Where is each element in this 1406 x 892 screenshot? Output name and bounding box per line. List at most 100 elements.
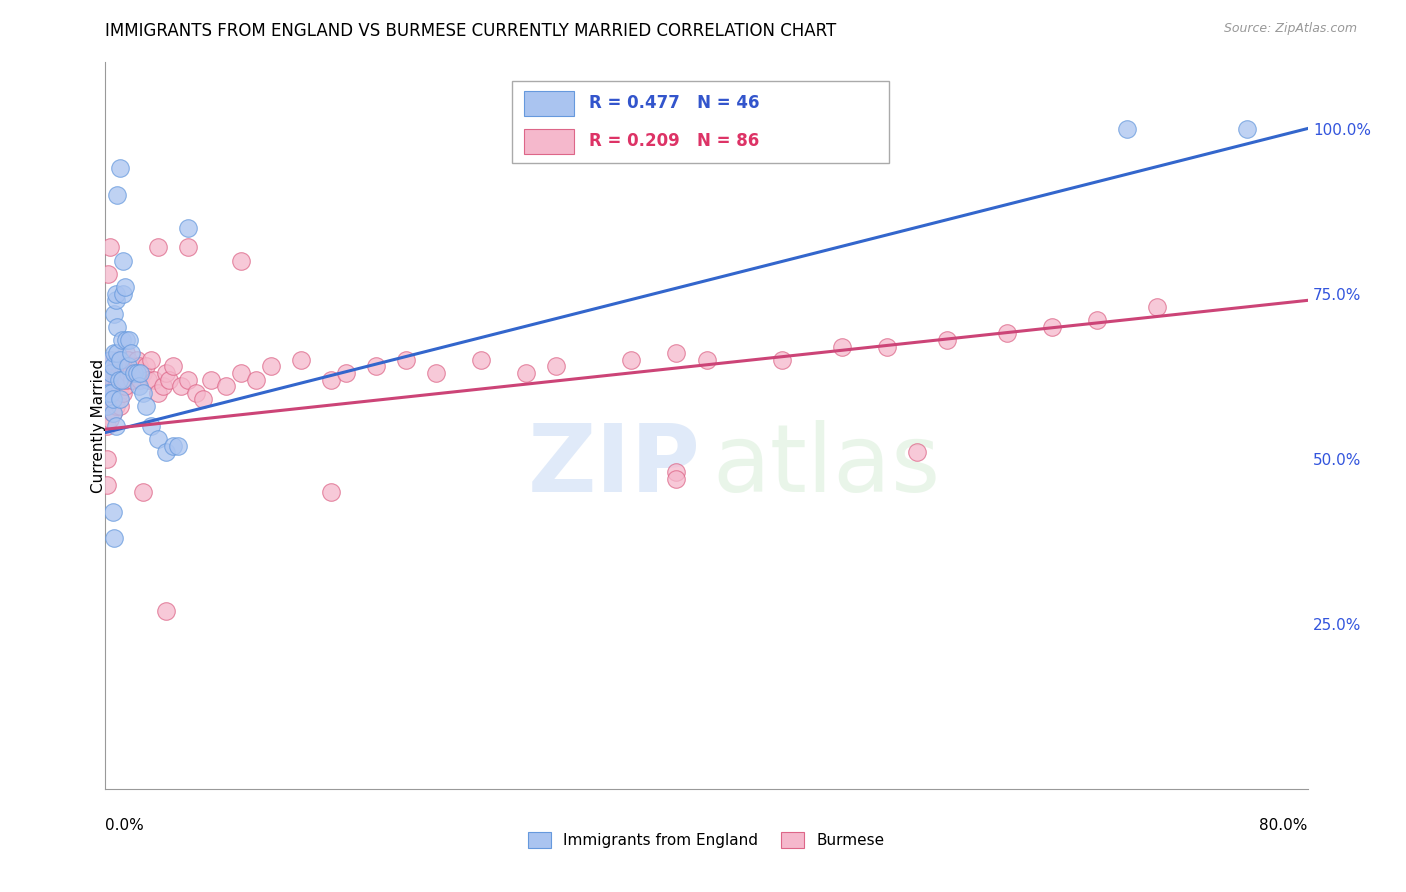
Point — [110, 161, 132, 176]
Point — [135, 359, 157, 374]
Point — [1040, 319, 1063, 334]
Point — [117, 359, 139, 374]
Point — [100, 366, 122, 380]
Point — [114, 359, 136, 374]
Point — [96, 373, 118, 387]
Point — [132, 366, 155, 380]
Point — [157, 373, 180, 387]
Point — [96, 399, 118, 413]
Point — [470, 352, 492, 367]
Point — [111, 373, 134, 387]
Point — [117, 352, 139, 367]
Point — [129, 366, 152, 380]
Point — [184, 385, 207, 400]
Point — [125, 352, 148, 367]
Point — [108, 373, 131, 387]
Point — [110, 399, 132, 413]
Point — [101, 392, 124, 407]
Point — [98, 359, 121, 374]
Point — [98, 240, 121, 254]
Point — [335, 366, 357, 380]
Point — [146, 385, 169, 400]
Point — [155, 604, 177, 618]
Point — [103, 366, 125, 380]
Point — [100, 385, 122, 400]
Point — [101, 406, 124, 420]
Point — [118, 333, 141, 347]
Text: R = 0.477   N = 46: R = 0.477 N = 46 — [589, 95, 759, 112]
Point — [112, 385, 135, 400]
Point — [515, 366, 537, 380]
Point — [96, 399, 118, 413]
Point — [155, 445, 177, 459]
Point — [110, 379, 132, 393]
Point — [98, 399, 121, 413]
Point — [96, 419, 118, 434]
Point — [98, 412, 121, 426]
Point — [200, 373, 222, 387]
Point — [107, 373, 129, 387]
Point — [100, 366, 122, 380]
Point — [111, 352, 134, 367]
Point — [245, 373, 267, 387]
Point — [936, 333, 959, 347]
Point — [104, 359, 127, 374]
Point — [107, 352, 129, 367]
Point — [103, 385, 125, 400]
Point — [104, 379, 127, 393]
Point — [118, 359, 141, 374]
Point — [111, 373, 134, 387]
Point — [101, 406, 124, 420]
Point — [103, 307, 125, 321]
Point — [101, 373, 124, 387]
Point — [111, 333, 134, 347]
Point — [290, 352, 312, 367]
Point — [132, 385, 155, 400]
Point — [103, 346, 125, 360]
Point — [905, 445, 928, 459]
Point — [97, 373, 120, 387]
Point — [139, 352, 162, 367]
FancyBboxPatch shape — [523, 129, 574, 154]
Point — [152, 379, 174, 393]
Point — [876, 340, 898, 354]
Point — [132, 485, 155, 500]
Point — [136, 373, 159, 387]
Point — [101, 392, 124, 407]
Point — [177, 220, 200, 235]
Point — [97, 385, 120, 400]
Point — [122, 366, 145, 380]
Point — [146, 240, 169, 254]
Point — [319, 485, 342, 500]
Point — [155, 366, 177, 380]
Point — [96, 452, 118, 467]
Point — [162, 359, 184, 374]
Point — [319, 373, 342, 387]
Point — [103, 531, 125, 545]
Point — [620, 352, 643, 367]
Point — [98, 352, 121, 367]
Point — [110, 352, 132, 367]
Point — [665, 346, 688, 360]
Point — [1236, 121, 1258, 136]
Point — [770, 352, 793, 367]
Point — [97, 267, 120, 281]
Point — [129, 373, 152, 387]
Text: atlas: atlas — [713, 420, 941, 512]
Point — [177, 240, 200, 254]
Point — [122, 359, 145, 374]
Point — [110, 392, 132, 407]
Point — [831, 340, 853, 354]
Point — [114, 280, 136, 294]
Text: Source: ZipAtlas.com: Source: ZipAtlas.com — [1223, 22, 1357, 36]
Text: IMMIGRANTS FROM ENGLAND VS BURMESE CURRENTLY MARRIED CORRELATION CHART: IMMIGRANTS FROM ENGLAND VS BURMESE CURRE… — [105, 22, 837, 40]
Text: 0.0%: 0.0% — [105, 819, 145, 833]
Point — [177, 373, 200, 387]
Point — [96, 478, 118, 492]
Point — [104, 399, 127, 413]
Point — [395, 352, 418, 367]
Text: ZIP: ZIP — [527, 420, 700, 512]
Point — [260, 359, 283, 374]
Point — [110, 359, 132, 374]
Point — [117, 366, 139, 380]
